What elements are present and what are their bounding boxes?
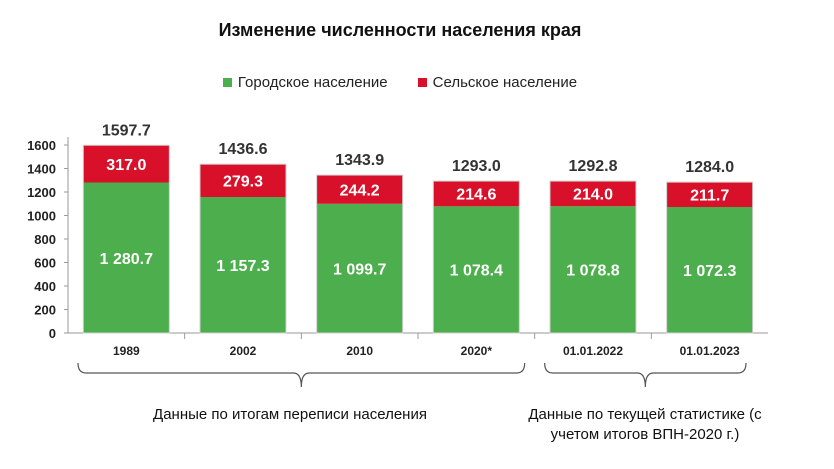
data-label-total: 1436.6 [219, 141, 268, 158]
bar-outline [82, 144, 170, 334]
bar-rural [200, 164, 286, 198]
data-label-urban: 1 072.3 [683, 263, 736, 280]
group-label-census-text: Данные по итогам переписи населения [153, 406, 427, 423]
data-label-urban: 1 280.7 [100, 251, 153, 268]
y-tick-label: 1200 [27, 185, 56, 200]
legend-item-urban: Городское население [222, 74, 388, 91]
brace-census [77, 362, 526, 388]
data-label-urban: 1 157.3 [216, 258, 269, 275]
legend-swatch-urban [222, 78, 232, 87]
data-label-total: 1292.8 [569, 158, 618, 175]
bar-rural [666, 182, 753, 208]
data-label-rural: 214.6 [456, 187, 496, 204]
bar-urban [433, 206, 520, 333]
bar-outline [316, 174, 404, 334]
data-label-urban: 1 099.7 [333, 261, 386, 278]
bar-urban [316, 203, 403, 333]
data-label-total: 1343.9 [335, 152, 384, 169]
x-tick-label: 01.01.2023 [680, 344, 740, 358]
chart-title: Изменение численности населения края [218, 20, 582, 40]
legend-label-urban: Городское население [237, 74, 388, 91]
group-label-current-text: Данные по текущей статистике (с учетом и… [528, 406, 762, 443]
y-tick-label: 1000 [27, 209, 56, 224]
data-label-total: 1284.0 [685, 159, 734, 176]
bar-rural [83, 145, 170, 183]
bar-rural [550, 181, 636, 207]
data-label-rural: 211.7 [690, 188, 729, 205]
data-label-rural: 279.3 [223, 174, 263, 191]
bar-outline [666, 181, 754, 334]
group-label-current: Данные по текущей статистике (с учетом и… [505, 405, 785, 445]
y-tick-label: 1400 [27, 162, 56, 177]
y-tick-label: 0 [49, 326, 56, 341]
y-tick-label: 600 [34, 256, 56, 271]
data-label-rural: 214.0 [573, 187, 613, 204]
legend-label-rural: Сельское население [432, 74, 578, 91]
group-label-census: Данные по итогам переписи населения [100, 405, 480, 425]
data-label-total: 1293.0 [452, 158, 501, 175]
data-label-urban: 1 078.4 [450, 263, 503, 280]
bar-urban [200, 197, 286, 333]
data-label-rural: 317.0 [106, 157, 146, 174]
bar-urban [550, 206, 636, 333]
data-label-urban: 1 078.8 [566, 263, 619, 280]
y-tick-label: 200 [34, 303, 56, 318]
y-tick-label: 800 [34, 232, 56, 247]
x-tick-label: 2020* [461, 344, 493, 358]
x-tick-label: 1989 [113, 344, 140, 358]
bar-outline [199, 163, 287, 334]
brace-current [544, 362, 747, 388]
chart-legend: Городское население Сельское население [0, 74, 800, 91]
x-tick-label: 2010 [346, 344, 373, 358]
legend-item-rural: Сельское население [417, 74, 578, 91]
x-tick-label: 2002 [230, 344, 257, 358]
bar-outline [432, 180, 520, 334]
y-tick-label: 400 [34, 279, 56, 294]
bar-rural [433, 181, 520, 207]
bar-urban [666, 207, 753, 333]
bar-urban [83, 182, 170, 333]
data-label-rural: 244.2 [340, 182, 380, 199]
x-tick-label: 01.01.2022 [563, 344, 623, 358]
y-tick-label: 1600 [27, 138, 56, 153]
data-label-total: 1597.7 [102, 122, 151, 139]
legend-swatch-rural [417, 78, 427, 87]
bar-rural [316, 175, 403, 204]
bar-outline [549, 180, 637, 334]
